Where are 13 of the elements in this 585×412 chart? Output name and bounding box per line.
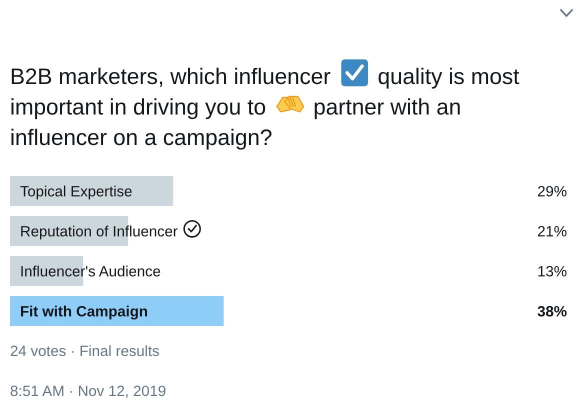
bar (10, 296, 224, 326)
text: 8:51 AM · Nov 12, 2019 (10, 386, 166, 398)
data-label: 13% (538, 266, 566, 276)
text: 24 votes · Final results (10, 345, 159, 356)
y-tick-label: Fit with Campaign (20, 306, 148, 320)
y-tick-label: Influencer's Audience (21, 266, 160, 276)
data-label: 29% (538, 186, 566, 196)
y-tick-label: Topical Expertise (20, 186, 132, 200)
y-tick-label: Reputation of Influencer (21, 226, 178, 240)
chart-title: B2B marketers, which influencer quality is most important in driving you to partner with an influencer on a campaign? (11, 68, 520, 150)
bar (10, 176, 174, 206)
data-label: 38% (538, 306, 567, 317)
data-label: 21% (538, 226, 566, 236)
